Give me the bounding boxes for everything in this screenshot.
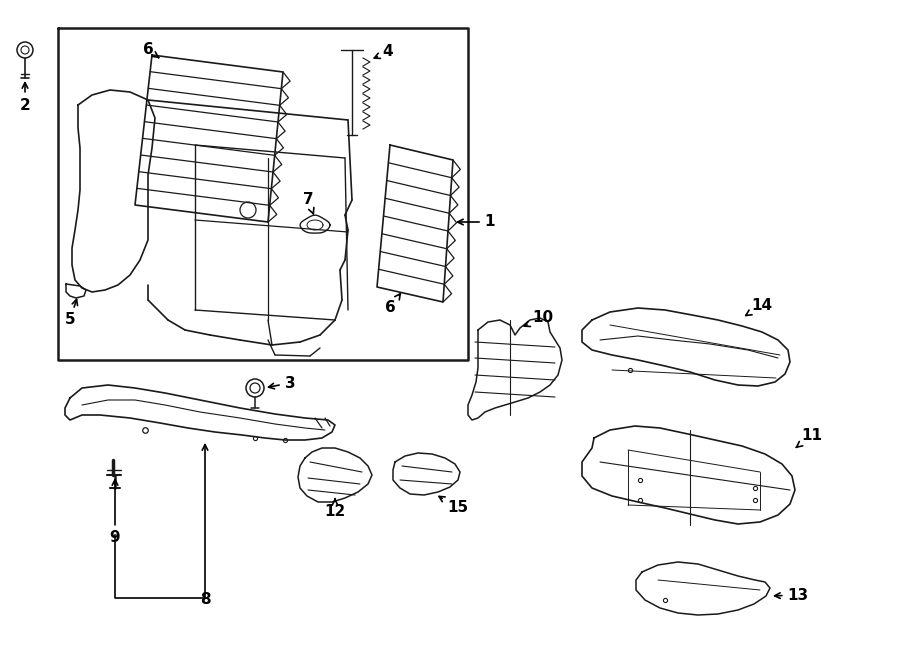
Text: 12: 12 xyxy=(324,499,346,520)
Text: 11: 11 xyxy=(796,428,823,447)
Text: 3: 3 xyxy=(268,375,295,391)
Text: 6: 6 xyxy=(142,42,158,58)
Text: 14: 14 xyxy=(746,297,772,315)
Text: 4: 4 xyxy=(374,44,393,59)
Text: 7: 7 xyxy=(302,192,314,214)
Text: 8: 8 xyxy=(200,592,211,607)
Text: 1: 1 xyxy=(457,215,495,229)
Text: 2: 2 xyxy=(20,83,31,112)
Text: 6: 6 xyxy=(384,293,400,315)
Text: 15: 15 xyxy=(439,496,469,516)
Text: 5: 5 xyxy=(65,299,77,327)
Text: 13: 13 xyxy=(775,588,808,602)
Text: 10: 10 xyxy=(525,311,554,327)
Text: 9: 9 xyxy=(110,480,121,545)
